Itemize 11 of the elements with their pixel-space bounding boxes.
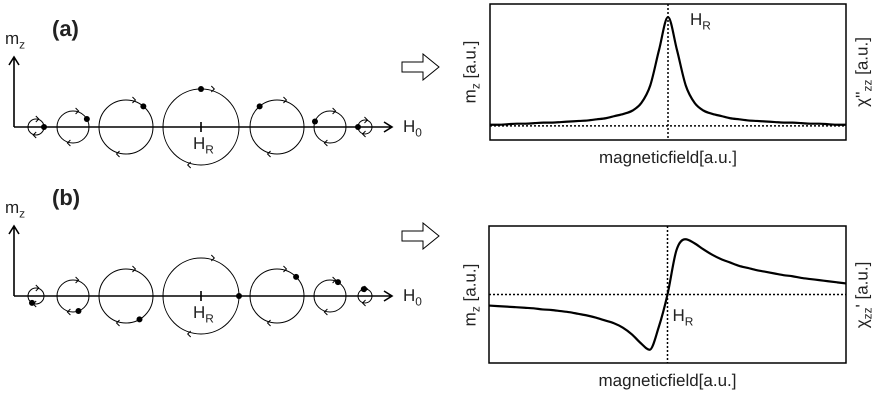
text: m$_{z}$ [5,29,26,52]
x-axis-title: magneticfield[a.u.] [598,371,736,390]
text: m$_{z}$ [5,198,26,220]
annotation: H$_{R}$ [672,306,694,328]
text: H$_{0}$ [403,286,422,308]
text: H$_{R}$ [193,303,214,326]
text: H$_{0}$ [403,117,422,140]
text: (b) [52,185,80,210]
x-axis-title: magneticfield[a.u.] [599,148,737,167]
text: (a) [52,16,79,41]
text: H$_{R}$ [193,134,214,156]
